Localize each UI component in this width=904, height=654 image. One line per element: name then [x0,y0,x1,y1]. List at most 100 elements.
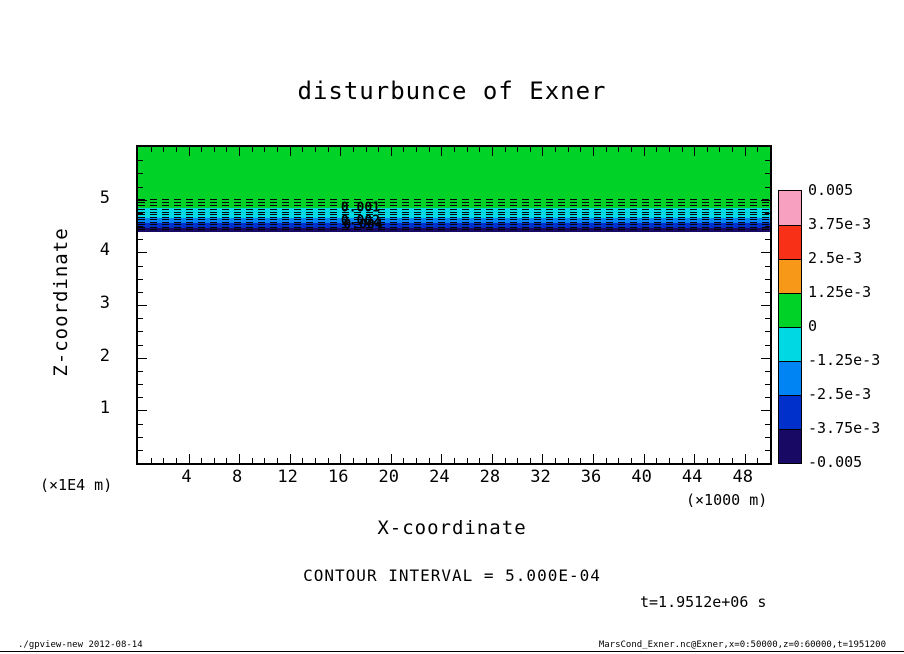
x-tick [390,147,392,156]
x-tick [491,454,493,463]
y-tick [138,239,143,241]
x-tick [416,147,418,152]
x-tick-label: 4 [181,467,192,487]
x-tick [719,458,721,463]
x-tick [163,458,165,463]
x-tick-label: 28 [479,467,501,487]
x-tick [630,147,632,152]
contour-line [138,198,770,200]
y-tick-label: 2 [99,345,110,366]
x-tick [630,458,632,463]
x-tick [163,147,165,152]
y-tick [761,199,770,201]
colorbar-segment [779,259,801,293]
x-tick [491,147,493,156]
x-tick [340,454,342,463]
y-tick [765,344,770,346]
colorbar-tick-label: 1.25e-3 [808,283,872,301]
y-tick [138,357,147,359]
y-tick [138,370,143,372]
x-tick [732,147,734,152]
x-tick [226,458,228,463]
x-tick [643,454,645,463]
y-tick [765,173,770,175]
x-tick [454,147,455,152]
tone-band [138,147,770,208]
x-tick [302,458,304,463]
x-tick-label: 48 [732,467,753,487]
x-tick [390,454,392,463]
y-tick [138,160,143,162]
contour-line [138,224,770,226]
colorbar-tick-label: -2.5e-3 [808,385,872,403]
colorbar-segment [779,293,801,327]
footer-left: ./gpview-new 2012-08-14 [18,640,143,650]
x-tick-label: 20 [378,467,400,487]
y-tick [765,160,770,162]
y-tick [765,278,770,280]
x-tick [555,147,557,152]
x-tick [656,147,658,152]
y-tick [138,265,143,267]
x-tick [188,454,190,463]
x-tick [239,147,241,156]
x-tick [352,147,354,152]
y-tick [765,318,770,320]
x-tick [567,458,569,463]
x-tick [643,147,645,156]
colorbar-tick-label: 2.5e-3 [808,249,863,267]
footer-divider [0,651,904,652]
y-tick [765,397,770,399]
x-tick [668,458,670,463]
x-tick [201,458,203,463]
x-tick [618,147,620,152]
x-tick [529,147,531,152]
y-tick [138,344,143,346]
contour-line [138,228,770,230]
x-tick [744,147,746,156]
x-tick [504,147,506,152]
y-tick [138,291,143,293]
x-tick [289,454,291,463]
colorbar-segment [779,429,801,463]
colorbar-tick-label: 3.75e-3 [808,215,872,233]
y-tick [765,291,770,293]
x-tick-label: 36 [580,467,602,487]
y-tick [765,265,770,267]
x-tick [378,458,380,463]
y-tick [765,186,770,188]
x-tick [302,147,304,152]
x-tick [542,147,544,156]
x-tick [441,454,443,463]
contour-line [138,217,770,219]
x-tick [593,147,595,156]
x-tick [239,454,241,463]
x-tick [517,147,519,152]
x-tick [694,454,696,463]
x-tick-label: 12 [277,467,298,487]
x-tick [365,458,367,463]
x-tick [744,454,746,463]
x-tick [416,458,418,463]
x-tick [251,458,253,463]
y-tick [138,410,147,412]
x-tick [757,458,759,463]
x-tick [555,458,557,463]
colorbar-segment [779,395,801,429]
x-tick-label: 32 [530,467,551,487]
y-tick-label: 4 [99,240,110,261]
y-tick [138,226,143,227]
y-tick [138,318,143,320]
colorbar-tick-label: 0.005 [808,181,854,199]
contour-interval-label: CONTOUR INTERVAL = 5.000E-04 [303,566,601,585]
x-tick [175,147,177,152]
x-tick [732,458,734,463]
y-tick [138,449,143,451]
contour-label: 0.002 [340,213,381,229]
y-tick [765,239,770,241]
x-tick [428,147,430,152]
y-tick [765,384,770,385]
x-tick [201,147,203,152]
y-tick [765,449,770,451]
